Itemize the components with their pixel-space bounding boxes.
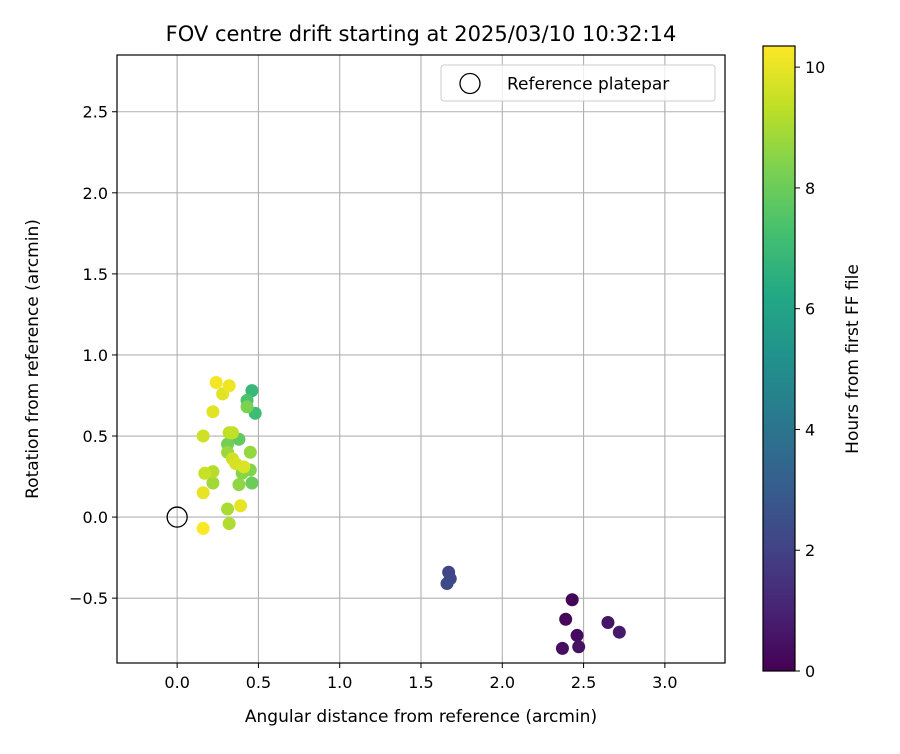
legend-marker-reference xyxy=(459,72,481,95)
y-tick-label: 1.0 xyxy=(83,346,108,365)
legend-label-reference: Reference platepar xyxy=(507,75,669,95)
chart-title: FOV centre drift starting at 2025/03/10 … xyxy=(166,22,677,46)
legend-box xyxy=(440,64,716,102)
y-axis-ticks: −0.5 0.0 0.5 1.0 1.5 2.0 2.5 xyxy=(69,103,117,608)
data-point xyxy=(440,577,454,591)
colorbar-ticks: 0 2 4 6 8 10 xyxy=(795,58,825,681)
data-point xyxy=(570,628,584,642)
data-point xyxy=(559,612,573,626)
y-tick-label: 0.0 xyxy=(83,508,108,527)
x-tick-label: 0.0 xyxy=(164,673,189,692)
legend: Reference platepar xyxy=(440,64,716,102)
x-axis-label: Angular distance from reference (arcmin) xyxy=(245,707,597,727)
y-tick-label: −0.5 xyxy=(69,589,108,608)
y-tick-label: 0.5 xyxy=(83,427,108,446)
y-tick-label: 2.5 xyxy=(83,103,108,122)
x-tick-label: 1.0 xyxy=(327,673,352,692)
data-point xyxy=(243,445,257,459)
reference-marker-group xyxy=(166,506,188,528)
data-point xyxy=(612,625,626,639)
colorbar-label: Hours from first FF file xyxy=(843,264,863,454)
reference-marker xyxy=(166,506,188,528)
data-point xyxy=(206,405,220,419)
data-points xyxy=(196,376,626,655)
data-point xyxy=(196,486,210,500)
grid-lines xyxy=(117,55,725,663)
data-point xyxy=(196,429,210,443)
data-point xyxy=(565,593,579,607)
colorbar: 0 2 4 6 8 10 Hours from first FF file xyxy=(762,45,863,681)
x-tick-label: 0.5 xyxy=(246,673,271,692)
data-point xyxy=(234,499,248,513)
data-point xyxy=(198,466,212,480)
x-axis-ticks: 0.0 0.5 1.0 1.5 2.0 2.5 3.0 xyxy=(164,663,678,692)
data-point xyxy=(601,615,615,629)
data-point xyxy=(240,400,254,414)
colorbar-tick-label: 2 xyxy=(805,541,815,560)
data-point xyxy=(555,641,569,655)
y-axis-label: Rotation from reference (arcmin) xyxy=(23,219,43,499)
colorbar-gradient xyxy=(762,45,796,672)
data-point xyxy=(245,476,259,490)
data-point xyxy=(222,379,236,393)
data-point xyxy=(245,384,259,398)
data-point xyxy=(206,476,220,490)
x-tick-label: 2.5 xyxy=(571,673,596,692)
colorbar-tick-label: 10 xyxy=(805,58,825,77)
data-point xyxy=(232,478,246,492)
data-point xyxy=(209,376,223,390)
data-point xyxy=(237,460,251,474)
data-point xyxy=(222,517,236,531)
x-tick-label: 2.0 xyxy=(490,673,515,692)
data-point xyxy=(572,640,586,654)
data-point xyxy=(225,426,239,440)
x-tick-label: 3.0 xyxy=(652,673,677,692)
colorbar-tick-label: 6 xyxy=(805,300,815,319)
colorbar-tick-label: 4 xyxy=(805,420,815,439)
data-point xyxy=(221,502,235,516)
x-tick-label: 1.5 xyxy=(408,673,433,692)
y-tick-label: 2.0 xyxy=(83,184,108,203)
y-tick-label: 1.5 xyxy=(83,265,108,284)
colorbar-tick-label: 0 xyxy=(805,662,815,681)
data-point xyxy=(196,521,210,535)
colorbar-tick-label: 8 xyxy=(805,179,815,198)
